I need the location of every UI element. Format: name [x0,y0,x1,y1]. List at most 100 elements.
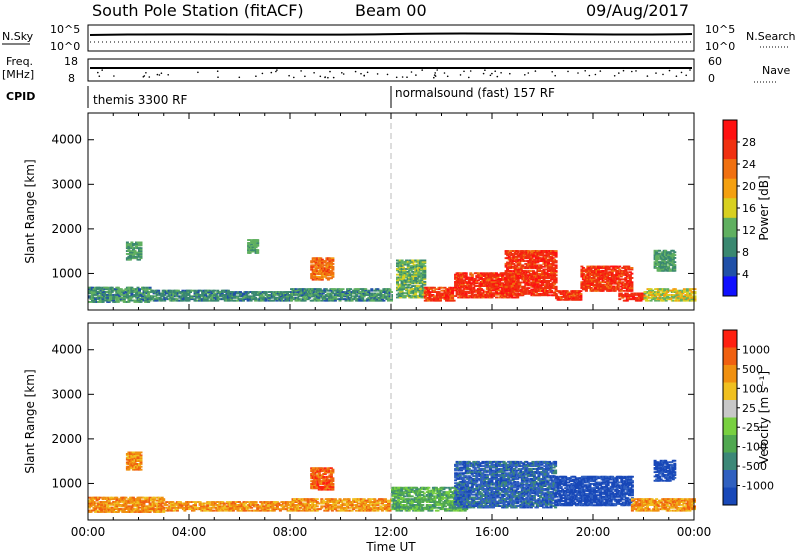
velocity-echo-cell [92,508,96,510]
power-echo-cell [451,289,455,292]
power-echo-cell [487,289,491,292]
power-echo-cell [355,288,359,291]
power-echo-cell [601,289,605,292]
power-echo-cell [133,253,137,255]
power-echo-cell [128,298,132,300]
power-echo-cell [601,275,605,278]
power-echo-region [643,288,697,302]
power-echo-cell [664,268,668,271]
power-echo-cell [506,285,510,288]
power-echo-cell [396,263,399,266]
velocity-echo-cell [206,505,210,508]
power-echo-cell [314,271,318,274]
power-echo-cell [619,285,623,288]
power-echo-cell [668,269,672,272]
power-echo-cell [181,289,185,292]
power-echo-region [151,289,230,302]
power-echo-cell [466,282,470,285]
nave-dot [313,72,315,74]
power-echo-cell [587,282,591,285]
power-echo-cell [148,299,152,302]
power-echo-cell [314,261,318,264]
power-echo-cell [551,270,555,272]
power-echo-cell [478,290,482,293]
power-echo-cell [658,298,662,301]
power-echo-cell [525,288,529,291]
velocity-echo-cell [112,511,116,513]
power-echo-cell [409,276,413,279]
velocity-echo-cell [107,511,111,513]
power-echo-cell [340,296,343,299]
power-echo-cell [361,298,365,301]
power-echo-cell [589,268,593,271]
power-echo-cell [685,291,689,293]
power-echo-cell [627,274,631,277]
power-echo-cell [182,298,186,301]
power-echo-cell [155,294,159,296]
power-echo-cell [420,285,424,287]
power-echo-cell [408,273,412,276]
power-echo-cell [658,249,662,252]
power-echo-cell [434,288,438,291]
power-echo-region [226,291,292,302]
power-echo-cell [627,296,631,299]
power-echo-cell [587,279,591,282]
power-echo-cell [606,279,610,282]
power-echo-cell [675,289,679,292]
velocity-echo-cell [107,508,111,510]
power-echo-cell [693,292,697,295]
power-echo-cell [662,259,666,262]
power-echo-cell [207,291,211,293]
power-echo-cell [458,272,462,275]
power-echo-cell [502,292,506,295]
velocity-echo-cell [136,502,140,505]
power-echo-cell [187,298,191,301]
power-echo-cell [496,273,500,276]
power-echo-cell [469,288,473,290]
velocity-echo-cell [209,508,213,511]
power-echo-cell [127,245,131,248]
power-echo-cell [333,292,337,295]
power-echo-cell [528,290,532,292]
velocity-echo-cell [112,501,116,503]
power-echo-cell [311,278,315,281]
power-echo-cell [319,264,323,267]
power-echo-cell [592,278,596,281]
power-echo-cell [615,265,619,268]
power-echo-cell [273,292,277,295]
power-echo-cell [107,289,111,292]
power-echo-cell [554,253,558,255]
power-echo-cell [521,264,525,267]
power-echo-cell [584,289,588,292]
power-echo-cell [513,287,517,290]
velocity-echo-cell [213,502,217,505]
power-echo-cell [253,247,257,250]
power-echo-cell [502,283,506,286]
power-echo-cell [294,288,298,291]
power-echo-cell [627,289,631,292]
power-echo-cell [504,265,508,268]
power-echo-cell [406,286,410,289]
power-echo-cell [538,278,541,281]
power-echo-cell [152,291,156,293]
power-echo-cell [101,291,105,293]
power-echo-cell [475,275,479,277]
power-echo-cell [531,277,535,280]
nave-dot [491,72,493,75]
power-echo-cell [536,278,540,281]
power-echo-cell [118,295,122,298]
power-echo-cell [243,296,247,299]
power-echo-cell [172,298,176,301]
power-echo-cell [533,264,537,267]
power-echo-cell [314,265,318,268]
power-echo-cell [534,291,538,294]
power-echo-cell [405,270,409,273]
power-echo-cell [618,274,622,277]
power-echo-cell [421,290,425,293]
power-echo-cell [506,268,510,271]
velocity-echo-cell [201,508,205,511]
velocity-echo-cell [138,498,141,501]
power-echo-cell [592,265,596,268]
power-echo-cell [485,279,489,282]
power-echo-cell [204,296,208,299]
